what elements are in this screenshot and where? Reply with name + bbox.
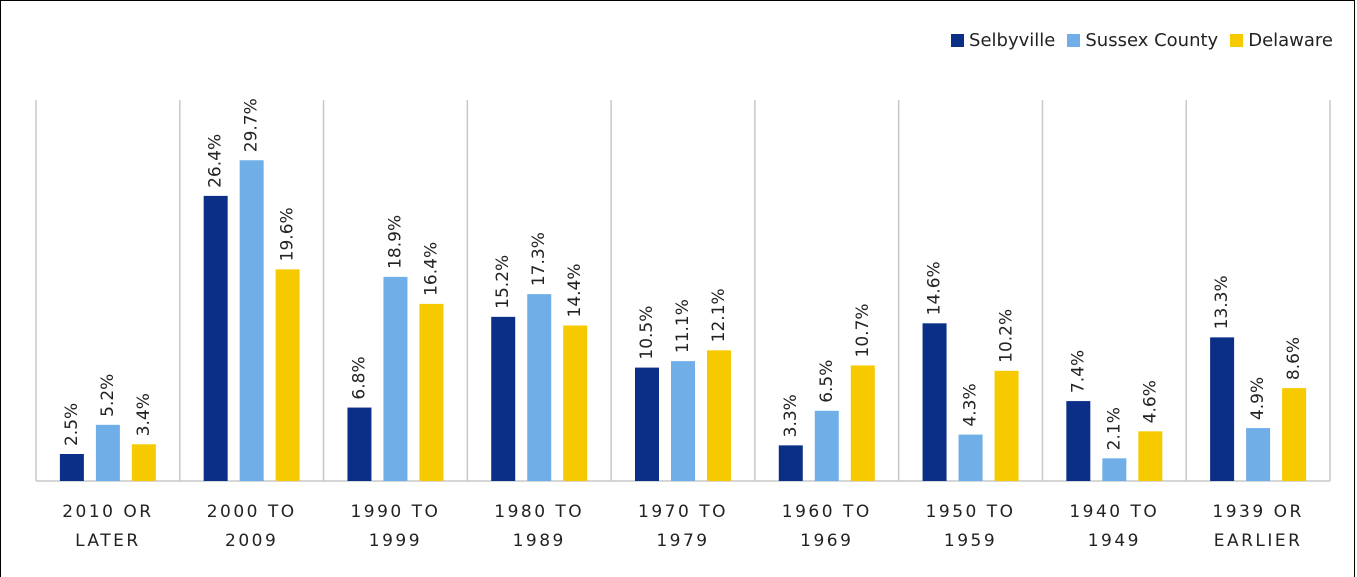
bar: [563, 325, 588, 481]
legend: Selbyville Sussex County Delaware: [951, 30, 1333, 51]
legend-label: Selbyville: [969, 30, 1056, 51]
value-label: 18.9%: [385, 215, 405, 269]
value-label: 6.8%: [349, 356, 369, 399]
legend-item: Delaware: [1230, 30, 1333, 51]
bar: [707, 350, 731, 481]
x-tick-label: 1980 TO 1989: [494, 502, 585, 551]
value-label: 14.4%: [565, 263, 585, 317]
bar: [1246, 428, 1271, 481]
legend-label: Delaware: [1248, 30, 1333, 51]
value-label: 7.4%: [1068, 350, 1088, 393]
bar: [1102, 458, 1127, 481]
value-label: 14.6%: [925, 261, 945, 315]
bar: [635, 367, 659, 481]
value-label: 4.9%: [1248, 377, 1268, 420]
value-label: 4.6%: [1140, 380, 1160, 423]
value-label: 26.4%: [206, 134, 226, 188]
x-tick-label: 1990 TO 1999: [350, 502, 441, 551]
x-tick-label: 2010 OR LATER: [62, 502, 154, 551]
x-tick-label: 1940 TO 1949: [1069, 502, 1160, 551]
value-label: 12.1%: [709, 288, 729, 342]
value-label: 13.3%: [1212, 275, 1232, 329]
bar: [275, 269, 300, 481]
x-tick-label: 1950 TO 1959: [925, 502, 1016, 551]
value-label: 15.2%: [493, 255, 513, 309]
bar: [491, 316, 516, 481]
bar: [95, 424, 120, 481]
bar: [1138, 431, 1163, 481]
x-tick-label: 1939 OR EARLIER: [1212, 502, 1304, 551]
value-label: 2.1%: [1104, 407, 1124, 450]
value-label: 3.4%: [134, 393, 154, 436]
bar: [347, 407, 372, 481]
value-label: 19.6%: [278, 207, 298, 261]
legend-item: Sussex County: [1067, 30, 1218, 51]
value-label: 5.2%: [98, 374, 118, 417]
legend-swatch: [1230, 34, 1244, 47]
bar: [527, 294, 552, 481]
legend-swatch: [951, 34, 965, 47]
x-tick-label: 2000 TO 2009: [206, 502, 297, 551]
value-label: 3.3%: [781, 394, 801, 437]
value-label: 10.2%: [997, 309, 1017, 363]
value-label: 10.5%: [637, 306, 657, 360]
x-tick-label: 1960 TO 1969: [781, 502, 872, 551]
bar: [958, 434, 983, 481]
value-label: 2.5%: [62, 403, 82, 446]
bar: [671, 361, 695, 481]
bar: [1282, 388, 1307, 481]
bar: [778, 445, 803, 481]
legend-swatch: [1067, 34, 1081, 47]
value-label: 17.3%: [529, 232, 549, 286]
bar: [1066, 401, 1091, 481]
bar: [994, 370, 1019, 481]
bar: [239, 160, 264, 482]
value-label: 29.7%: [242, 98, 262, 152]
bar: [131, 444, 156, 481]
bar: [850, 365, 875, 481]
bar: [922, 323, 947, 481]
legend-item: Selbyville: [951, 30, 1055, 51]
legend-label: Sussex County: [1085, 30, 1219, 51]
bar: [1210, 337, 1235, 481]
bar: [59, 454, 84, 481]
value-label: 10.7%: [853, 303, 873, 357]
bar: [814, 410, 839, 481]
value-label: 8.6%: [1284, 337, 1304, 380]
value-label: 11.1%: [673, 299, 693, 353]
value-label: 4.3%: [961, 383, 981, 426]
bar: [419, 303, 444, 481]
value-label: 6.5%: [817, 360, 837, 403]
bar: [383, 276, 408, 481]
bar: [203, 195, 228, 481]
x-tick-label: 1970 TO 1979: [638, 502, 728, 551]
value-label: 16.4%: [421, 242, 441, 296]
